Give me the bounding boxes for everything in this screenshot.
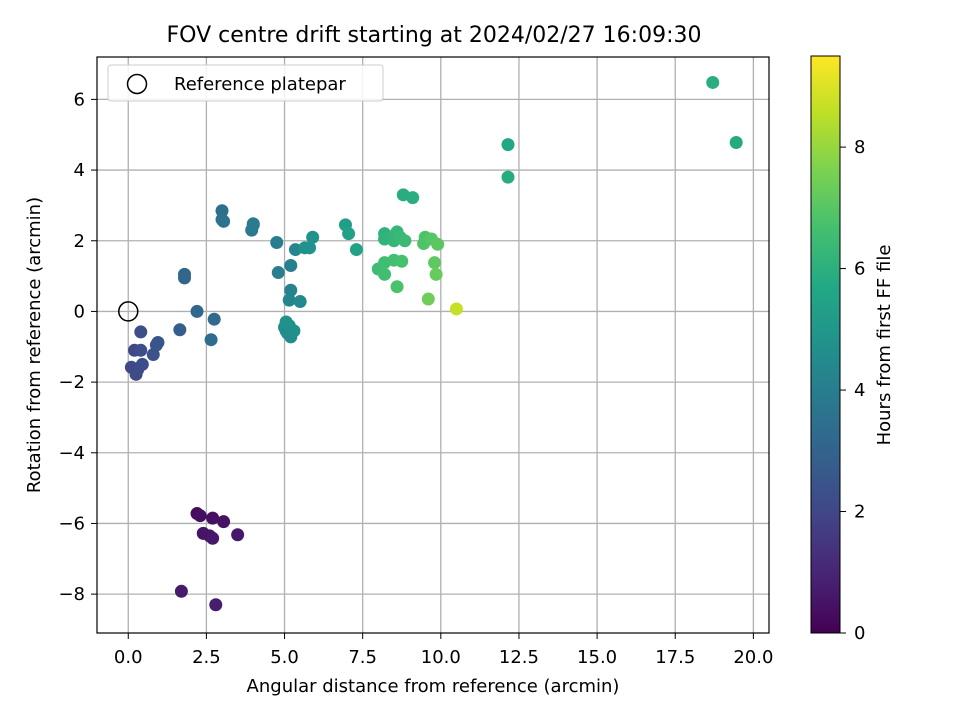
data-point: [501, 138, 515, 152]
x-tick-label: 5.0: [270, 647, 299, 668]
data-point: [134, 343, 148, 357]
data-point: [428, 256, 442, 270]
data-point: [231, 528, 245, 542]
data-point: [209, 598, 223, 612]
x-tick-label: 2.5: [192, 647, 221, 668]
y-tick-label: 4: [74, 160, 85, 181]
x-axis-ticks: 0.0 2.5 5.0 7.5 10.0 12.5 15.0 17.5 20.0: [114, 633, 773, 668]
y-axis-ticks: −8 −6 −4 −2 0 2 4 6: [58, 89, 97, 605]
data-point: [501, 170, 515, 184]
data-point: [729, 136, 743, 150]
colorbar-ticks: 0 2 4 6 8: [840, 137, 865, 644]
data-point: [279, 315, 293, 329]
colorbar-tick-label: 6: [854, 259, 865, 280]
data-point: [271, 266, 285, 280]
legend-entry-reference-platepar: Reference platepar: [174, 74, 346, 95]
y-axis-label: Rotation from reference (arcmin): [24, 197, 45, 493]
colorbar-tick-label: 4: [854, 380, 865, 401]
x-axis-label: Angular distance from reference (arcmin): [247, 676, 620, 697]
data-point: [193, 509, 207, 523]
data-point: [270, 236, 284, 250]
data-point: [206, 531, 220, 545]
data-point: [190, 304, 204, 318]
y-tick-label: 6: [74, 89, 85, 110]
y-tick-label: 2: [74, 231, 85, 252]
data-point: [429, 267, 443, 281]
data-point: [282, 293, 296, 307]
x-tick-label: 0.0: [114, 647, 143, 668]
chart-title: FOV centre drift starting at 2024/02/27 …: [167, 23, 702, 48]
colorbar-tick-label: 2: [854, 502, 865, 523]
data-point: [284, 258, 298, 272]
data-point: [293, 295, 307, 309]
reference-point: [118, 301, 139, 322]
x-tick-label: 7.5: [348, 647, 377, 668]
data-point: [449, 302, 463, 316]
x-tick-label: 20.0: [733, 647, 773, 668]
colorbar-tick-label: 0: [854, 623, 865, 644]
grid-lines: [97, 57, 769, 633]
x-tick-label: 12.5: [499, 647, 539, 668]
data-point: [406, 191, 420, 205]
data-point: [342, 227, 356, 241]
y-tick-label: −6: [58, 513, 85, 534]
plot-frame: [96, 56, 770, 634]
data-point: [204, 333, 218, 347]
data-point: [206, 511, 220, 525]
data-point: [390, 280, 404, 294]
data-point: [135, 357, 149, 371]
colorbar: [810, 55, 841, 634]
data-point: [349, 243, 363, 257]
data-point: [217, 515, 231, 529]
y-tick-label: −8: [58, 584, 85, 605]
data-point: [151, 336, 165, 350]
data-point: [217, 214, 231, 228]
data-point: [431, 237, 445, 251]
data-point: [178, 267, 192, 281]
data-point: [134, 325, 148, 339]
y-tick-label: −2: [58, 372, 85, 393]
y-tick-label: 0: [74, 301, 85, 322]
data-point: [378, 267, 392, 281]
data-point: [421, 292, 435, 306]
y-tick-label: −4: [58, 443, 85, 464]
data-point: [306, 230, 320, 244]
data-point: [129, 367, 143, 381]
x-tick-label: 15.0: [577, 647, 617, 668]
colorbar-tick-label: 8: [854, 137, 865, 158]
data-point: [395, 254, 409, 268]
x-tick-label: 17.5: [655, 647, 695, 668]
data-point: [174, 584, 188, 598]
data-point: [207, 312, 221, 326]
legend-box: [107, 64, 384, 102]
data-point: [303, 241, 317, 255]
colorbar-label: Hours from first FF file: [874, 245, 895, 446]
x-tick-label: 10.0: [421, 647, 461, 668]
data-point: [284, 283, 298, 297]
data-point: [246, 218, 260, 232]
data-point: [173, 323, 187, 337]
data-point: [706, 75, 720, 89]
legend: Reference platepar: [107, 64, 384, 102]
data-point: [398, 234, 412, 248]
data-points: [124, 75, 743, 612]
reference-marker: [118, 301, 139, 322]
legend-marker-hollow-circle: [126, 73, 148, 95]
